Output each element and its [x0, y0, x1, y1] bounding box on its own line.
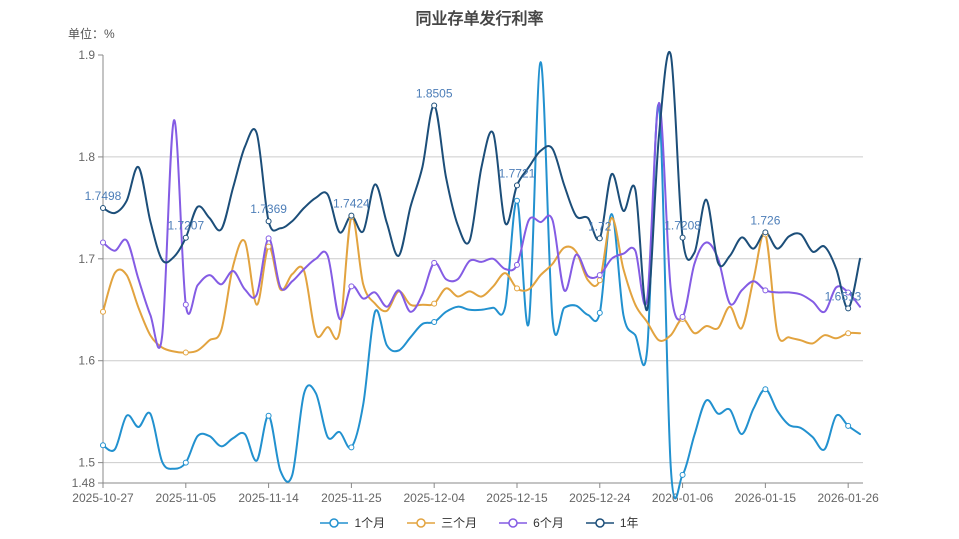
data-point-3m — [596, 277, 603, 284]
data-point-1m — [348, 444, 355, 451]
data-point-1y — [431, 102, 438, 109]
y-axis-label: 1.9 — [78, 48, 95, 62]
legend-label-6m: 6个月 — [533, 516, 564, 530]
data-point-1m — [265, 412, 272, 419]
point-value-label: 1.72 — [588, 219, 612, 233]
data-point-3m — [265, 243, 272, 250]
series-line-1m — [102, 61, 861, 500]
x-axis-label: 2025-12-24 — [569, 491, 631, 505]
data-point-1m — [182, 459, 189, 466]
data-point-6m — [762, 287, 769, 294]
y-axis-label: 1.7 — [78, 252, 95, 266]
x-axis-label: 2025-11-05 — [156, 491, 217, 505]
data-point-6m — [182, 301, 189, 308]
data-point-3m — [845, 330, 852, 337]
legend-marker-6m — [499, 517, 528, 528]
x-axis-label: 2026-01-06 — [652, 491, 714, 505]
data-point-1y — [513, 182, 520, 189]
data-point-1y — [596, 235, 603, 242]
x-axis-label: 2025-12-15 — [486, 491, 548, 505]
y-axis-unit-label: 单位：% — [68, 27, 115, 41]
data-point-1m — [762, 386, 769, 393]
data-point-6m — [679, 313, 686, 320]
series-line-1y — [102, 51, 861, 311]
data-point-1y — [679, 234, 686, 241]
legend-item-1y[interactable]: 1年 — [585, 514, 639, 531]
data-point-1m — [596, 309, 603, 316]
data-point-6m — [596, 272, 603, 279]
data-point-3m — [182, 349, 189, 356]
y-axis-label: 1.5 — [78, 456, 95, 470]
y-axis-label: 1.8 — [78, 150, 95, 164]
data-point-1y — [265, 218, 272, 225]
x-axis-label: 2025-12-04 — [403, 491, 465, 505]
data-point-6m — [100, 239, 106, 246]
data-point-6m — [348, 283, 355, 290]
data-point-1m — [513, 197, 520, 204]
data-point-1m — [845, 422, 852, 429]
data-point-1y — [348, 212, 355, 219]
legend-item-1m[interactable]: 1个月 — [320, 514, 385, 531]
chart-legend: 1个月 三个月 6个月 1年 — [0, 514, 959, 531]
x-axis-label: 2025-11-14 — [238, 491, 299, 505]
data-point-6m — [513, 261, 520, 268]
legend-label-1y: 1年 — [619, 516, 639, 530]
point-value-label: 1.7424 — [333, 197, 370, 211]
data-point-1m — [100, 442, 106, 449]
series-line-3m — [102, 215, 861, 354]
legend-marker-1m — [320, 517, 349, 528]
legend-item-3m[interactable]: 三个月 — [407, 514, 477, 531]
legend-marker-1y — [585, 517, 614, 528]
series-line-6m — [102, 101, 861, 349]
data-point-3m — [431, 300, 438, 307]
point-value-label: 1.7498 — [85, 189, 122, 203]
data-point-1y — [100, 205, 106, 212]
data-point-1y — [845, 305, 852, 312]
x-axis-label: 2025-11-25 — [321, 491, 382, 505]
x-axis-label: 2026-01-26 — [817, 491, 879, 505]
x-axis-label: 2025-10-27 — [72, 491, 134, 505]
data-point-6m — [845, 289, 852, 296]
y-axis-label: 1.6 — [78, 354, 95, 368]
chart-title: 同业存单发行利率 — [415, 11, 544, 28]
point-value-label: 1.7721 — [499, 166, 536, 180]
point-value-label: 1.7208 — [664, 219, 701, 233]
point-value-label: 1.7369 — [250, 202, 287, 216]
data-point-1m — [679, 471, 686, 478]
legend-item-6m[interactable]: 6个月 — [499, 514, 564, 531]
data-point-1y — [762, 229, 769, 236]
y-axis-label: 1.48 — [72, 476, 96, 490]
legend-label-1m: 1个月 — [354, 516, 386, 530]
x-axis-label: 2026-01-15 — [735, 491, 797, 505]
data-point-6m — [431, 259, 438, 266]
data-point-3m — [100, 308, 106, 315]
legend-label-3m: 三个月 — [441, 516, 478, 530]
point-value-label: 1.8505 — [416, 86, 453, 100]
point-value-label: 1.726 — [750, 213, 780, 227]
data-point-1y — [182, 234, 189, 241]
legend-marker-3m — [407, 517, 436, 528]
data-point-3m — [513, 285, 520, 292]
data-point-1m — [431, 318, 438, 325]
point-value-label: 1.6513 — [825, 289, 862, 303]
point-value-label: 1.7207 — [167, 219, 204, 233]
data-point-6m — [265, 235, 272, 242]
